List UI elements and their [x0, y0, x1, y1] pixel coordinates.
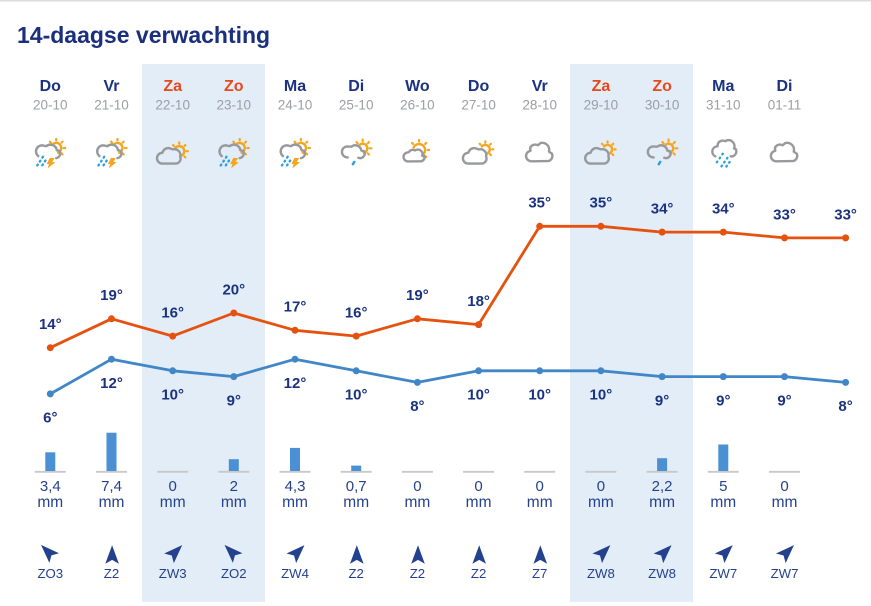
- svg-text:Ma: Ma: [712, 78, 734, 95]
- svg-text:ZW8: ZW8: [587, 566, 615, 581]
- svg-text:8°: 8°: [838, 398, 852, 415]
- svg-text:33°: 33°: [834, 206, 857, 223]
- svg-text:22-10: 22-10: [155, 98, 190, 113]
- svg-text:24-10: 24-10: [278, 98, 313, 113]
- svg-text:2,2: 2,2: [652, 478, 673, 495]
- svg-text:27-10: 27-10: [461, 98, 496, 113]
- svg-text:Vr: Vr: [103, 78, 119, 95]
- svg-text:Do: Do: [468, 78, 490, 95]
- svg-text:25-10: 25-10: [339, 98, 374, 113]
- svg-text:34°: 34°: [712, 201, 735, 218]
- svg-text:9°: 9°: [227, 392, 241, 409]
- svg-text:ZW4: ZW4: [281, 566, 309, 581]
- svg-text:Vr: Vr: [532, 78, 548, 95]
- svg-text:mm: mm: [160, 494, 186, 511]
- svg-text:35°: 35°: [590, 195, 613, 212]
- svg-text:Wo: Wo: [405, 78, 430, 95]
- svg-text:9°: 9°: [716, 392, 730, 409]
- svg-text:mm: mm: [466, 494, 492, 511]
- svg-text:mm: mm: [221, 494, 247, 511]
- svg-text:12°: 12°: [284, 375, 307, 392]
- svg-text:ZO3: ZO3: [37, 566, 63, 581]
- svg-text:14°: 14°: [39, 316, 62, 333]
- svg-text:21-10: 21-10: [94, 98, 129, 113]
- svg-text:16°: 16°: [345, 305, 368, 322]
- svg-text:ZW3: ZW3: [159, 566, 187, 581]
- svg-text:29-10: 29-10: [584, 98, 619, 113]
- svg-text:Di: Di: [777, 78, 793, 95]
- svg-text:ZW7: ZW7: [709, 566, 737, 581]
- svg-text:ZW8: ZW8: [648, 566, 676, 581]
- svg-text:Za: Za: [592, 78, 611, 95]
- svg-text:mm: mm: [649, 494, 675, 511]
- svg-text:35°: 35°: [528, 195, 551, 212]
- svg-text:mm: mm: [37, 494, 63, 511]
- svg-text:26-10: 26-10: [400, 98, 435, 113]
- svg-text:17°: 17°: [284, 299, 307, 316]
- svg-text:34°: 34°: [651, 201, 674, 218]
- svg-text:mm: mm: [588, 494, 614, 511]
- svg-text:01-11: 01-11: [768, 98, 802, 113]
- svg-text:20°: 20°: [222, 281, 245, 298]
- svg-text:8°: 8°: [410, 398, 424, 415]
- svg-text:30-10: 30-10: [645, 98, 680, 113]
- svg-text:0,7: 0,7: [346, 478, 367, 495]
- svg-text:Z2: Z2: [471, 566, 486, 581]
- svg-text:23-10: 23-10: [217, 98, 252, 113]
- svg-text:Do: Do: [40, 78, 62, 95]
- svg-text:mm: mm: [527, 494, 553, 511]
- svg-text:0: 0: [474, 478, 482, 495]
- svg-text:mm: mm: [710, 494, 736, 511]
- svg-text:Di: Di: [348, 78, 364, 95]
- svg-text:6°: 6°: [43, 410, 57, 427]
- svg-text:0: 0: [536, 478, 544, 495]
- svg-text:31-10: 31-10: [706, 98, 741, 113]
- svg-text:Z2: Z2: [349, 566, 364, 581]
- svg-text:mm: mm: [343, 494, 369, 511]
- svg-text:19°: 19°: [406, 287, 429, 304]
- svg-text:33°: 33°: [773, 206, 796, 223]
- svg-text:mm: mm: [404, 494, 430, 511]
- svg-text:2: 2: [230, 478, 238, 495]
- svg-text:7,4: 7,4: [101, 478, 122, 495]
- svg-text:9°: 9°: [777, 392, 791, 409]
- svg-text:Z7: Z7: [532, 566, 547, 581]
- svg-text:10°: 10°: [345, 387, 368, 404]
- svg-text:9°: 9°: [655, 392, 669, 409]
- svg-text:0: 0: [169, 478, 177, 495]
- svg-text:Z2: Z2: [104, 566, 119, 581]
- svg-text:10°: 10°: [467, 387, 490, 404]
- svg-text:0: 0: [780, 478, 788, 495]
- svg-text:12°: 12°: [100, 375, 123, 392]
- svg-text:mm: mm: [99, 494, 125, 511]
- svg-text:0: 0: [413, 478, 421, 495]
- svg-text:ZW7: ZW7: [771, 566, 799, 581]
- svg-text:20-10: 20-10: [33, 98, 68, 113]
- svg-text:19°: 19°: [100, 287, 123, 304]
- svg-text:10°: 10°: [161, 387, 184, 404]
- svg-text:4,3: 4,3: [285, 478, 306, 495]
- svg-text:3,4: 3,4: [40, 478, 61, 495]
- svg-text:18°: 18°: [467, 293, 490, 310]
- svg-text:5: 5: [719, 478, 727, 495]
- svg-text:Ma: Ma: [284, 78, 306, 95]
- svg-text:28-10: 28-10: [522, 98, 557, 113]
- svg-text:10°: 10°: [528, 387, 551, 404]
- svg-text:mm: mm: [772, 494, 798, 511]
- svg-text:14-daagse verwachting: 14-daagse verwachting: [17, 22, 270, 48]
- svg-text:ZO2: ZO2: [221, 566, 247, 581]
- svg-text:mm: mm: [282, 494, 308, 511]
- svg-text:0: 0: [597, 478, 605, 495]
- svg-text:Z2: Z2: [410, 566, 425, 581]
- svg-text:Za: Za: [163, 78, 182, 95]
- svg-text:Zo: Zo: [224, 78, 244, 95]
- svg-text:16°: 16°: [161, 305, 184, 322]
- svg-text:Zo: Zo: [652, 78, 672, 95]
- svg-text:10°: 10°: [590, 387, 613, 404]
